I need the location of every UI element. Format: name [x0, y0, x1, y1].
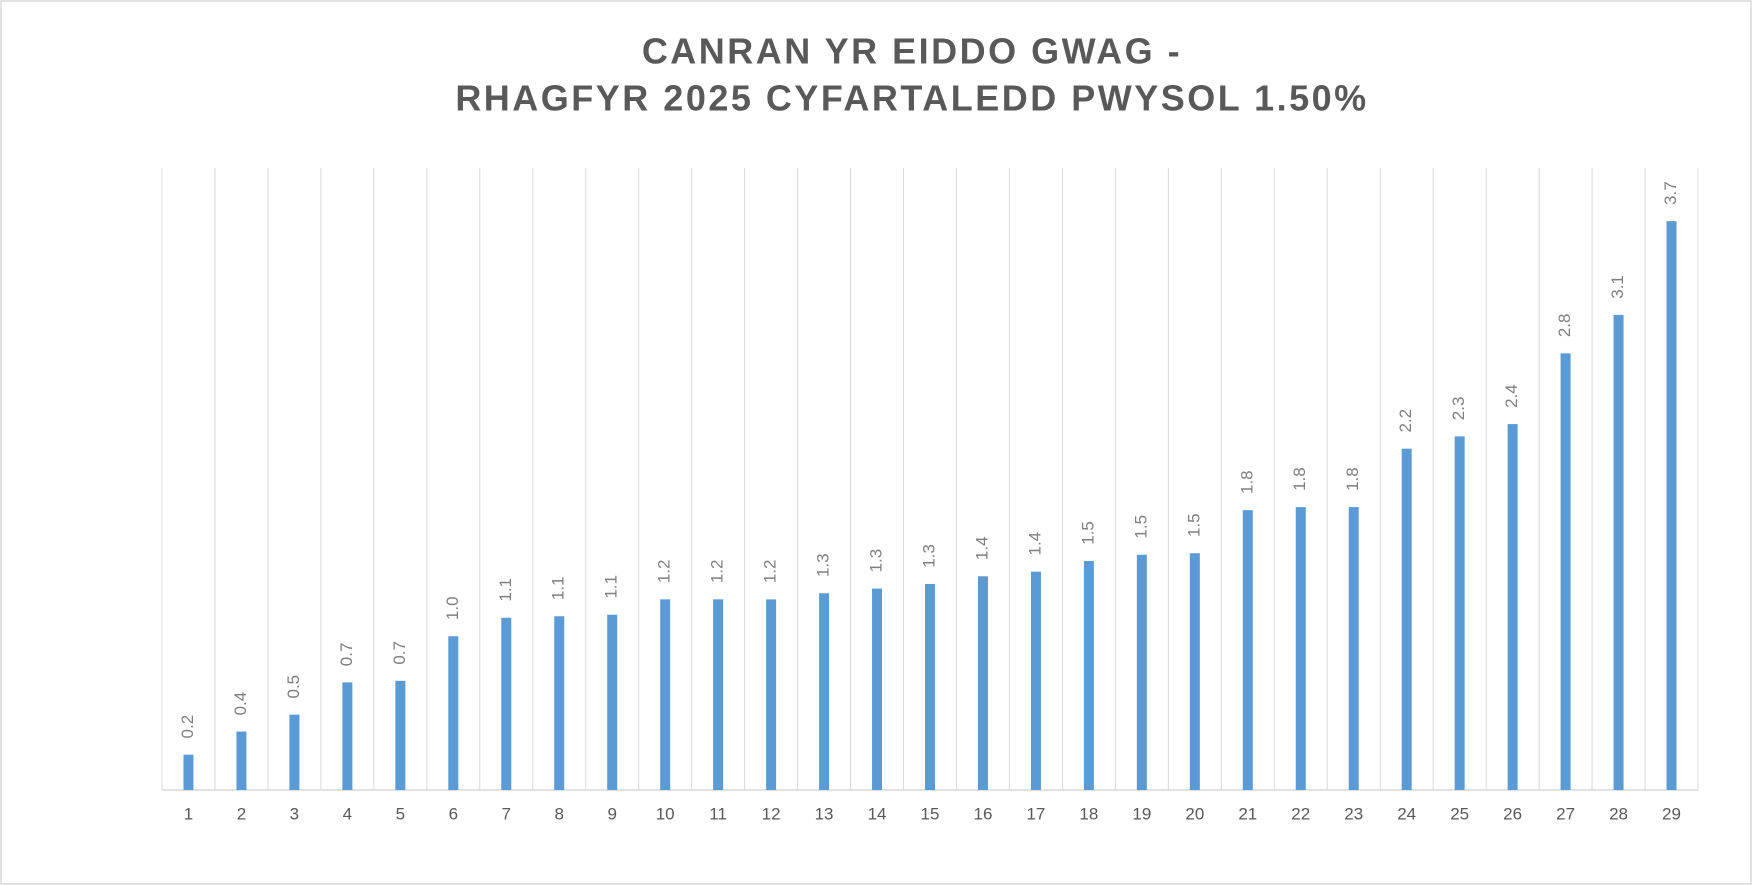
data-label: 1.8: [1290, 467, 1309, 491]
x-tick-label: 18: [1079, 804, 1098, 823]
bar: [1613, 314, 1624, 790]
x-tick-label: 19: [1132, 804, 1151, 823]
data-label: 2.2: [1396, 409, 1415, 433]
x-tick-label: 21: [1238, 804, 1257, 823]
data-label: 1.8: [1237, 470, 1256, 494]
bar: [236, 731, 247, 790]
data-label: 1.5: [1131, 515, 1150, 539]
data-label: 0.7: [390, 641, 409, 665]
bar: [1401, 448, 1412, 790]
data-label: 1.3: [919, 544, 938, 568]
data-label: 1.1: [602, 575, 621, 599]
bar: [660, 599, 671, 790]
x-tick-label: 14: [868, 804, 887, 823]
bar: [713, 599, 724, 790]
data-label: 3.7: [1661, 181, 1680, 205]
data-label: 3.1: [1608, 275, 1627, 299]
bar: [819, 593, 830, 790]
x-tick-label: 7: [502, 804, 511, 823]
bar: [1454, 436, 1465, 790]
data-label: 0.5: [284, 675, 303, 699]
bar: [607, 614, 618, 790]
x-tick-label: 22: [1291, 804, 1310, 823]
x-tick-label: 10: [656, 804, 675, 823]
data-label: 1.2: [708, 560, 727, 584]
data-label: 2.3: [1449, 397, 1468, 421]
bar: [1189, 553, 1200, 790]
bar: [925, 583, 935, 790]
data-label: 1.3: [814, 553, 833, 577]
bar: [395, 680, 406, 790]
x-tick-label: 1: [184, 804, 193, 823]
x-tick-label: 2: [237, 804, 246, 823]
data-label: 1.8: [1343, 467, 1362, 491]
x-tick-label: 5: [396, 804, 405, 823]
bar: [1666, 221, 1677, 790]
x-tick-label: 11: [709, 804, 727, 823]
x-tick-label: 4: [343, 804, 352, 823]
data-label: 1.2: [761, 560, 780, 584]
bar: [766, 599, 777, 790]
x-tick-label: 13: [815, 804, 834, 823]
x-tick-label: 9: [607, 804, 616, 823]
x-tick-label: 20: [1185, 804, 1204, 823]
x-tick-label: 26: [1503, 804, 1522, 823]
bar: [1507, 424, 1518, 790]
x-tick-label: 27: [1556, 804, 1575, 823]
bar: [501, 617, 512, 790]
data-label: 1.5: [1184, 513, 1203, 537]
bar: [1348, 507, 1359, 790]
bar: [1083, 560, 1094, 790]
x-tick-label: 17: [1026, 804, 1045, 823]
x-tick-label: 15: [921, 804, 940, 823]
x-tick-label: 6: [449, 804, 458, 823]
bar: [872, 588, 883, 790]
data-label: 1.4: [972, 536, 991, 560]
data-label: 1.2: [655, 560, 674, 584]
data-label: 1.4: [1025, 532, 1044, 556]
bar: [1136, 554, 1147, 790]
x-tick-label: 24: [1397, 804, 1416, 823]
x-tick-label: 25: [1450, 804, 1469, 823]
bar: [1295, 507, 1306, 790]
data-label: 1.3: [867, 549, 886, 573]
data-label: 0.4: [231, 692, 250, 716]
x-tick-label: 16: [974, 804, 993, 823]
bar: [1030, 571, 1041, 790]
x-tick-label: 23: [1344, 804, 1363, 823]
bar: [554, 616, 565, 790]
chart-title: CANRAN YR EIDDO GWAG -: [642, 31, 1182, 72]
bar: [448, 636, 459, 790]
x-tick-label: 8: [555, 804, 564, 823]
bar: [1560, 353, 1571, 790]
bar: [183, 754, 194, 790]
data-label: 1.1: [549, 576, 568, 600]
bar: [1242, 510, 1253, 790]
data-label: 2.8: [1555, 314, 1574, 338]
x-tick-label: 28: [1609, 804, 1628, 823]
bar: [977, 576, 988, 790]
data-label: 0.2: [178, 715, 197, 739]
data-label: 2.4: [1502, 384, 1521, 408]
x-tick-label: 12: [762, 804, 781, 823]
bar: [342, 682, 353, 790]
x-tick-label: 3: [290, 804, 299, 823]
chart-title: RHAGFYR 2025 CYFARTALEDD PWYSOL 1.50%: [455, 78, 1368, 119]
data-label: 1.5: [1078, 521, 1097, 545]
data-label: 1.0: [443, 596, 462, 620]
bar: [289, 714, 300, 790]
x-tick-label: 29: [1662, 804, 1681, 823]
data-label: 1.1: [496, 578, 515, 602]
data-label: 0.7: [337, 643, 356, 667]
